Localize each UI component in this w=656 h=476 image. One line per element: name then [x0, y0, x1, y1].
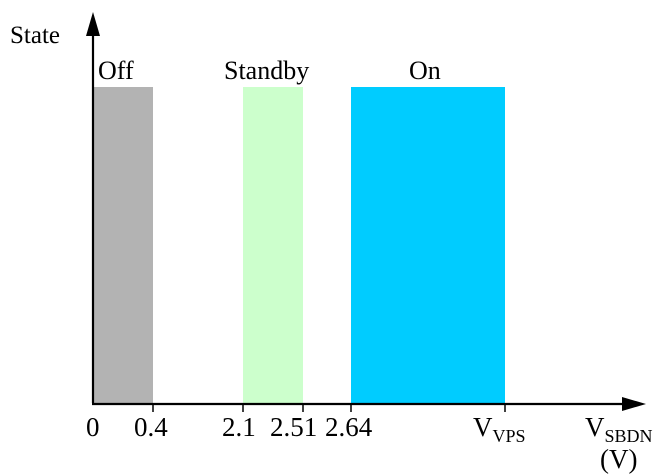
tick-label-vvps-sub: VPS [493, 426, 526, 446]
x-axis-unit: (V) [600, 444, 637, 474]
tick-label-vvps: VVPS [473, 412, 526, 446]
state-label-on: On [409, 56, 441, 85]
state-label-off: Off [98, 56, 134, 85]
x-axis-label: VSBDN [585, 412, 653, 446]
x-axis-label-main: V [585, 412, 605, 442]
off-bar [94, 87, 153, 403]
y-axis-arrow [86, 12, 100, 36]
tick-label-2.51: 2.51 [270, 412, 317, 442]
x-axis-arrow [622, 397, 646, 411]
on-bar [351, 87, 505, 403]
tick-label-2.1: 2.1 [222, 412, 256, 442]
tick-label-0: 0 [86, 412, 100, 442]
tick-label-vvps-main: V [473, 412, 493, 442]
x-axis-label-sub: SBDN [605, 426, 653, 446]
standby-bar [243, 87, 303, 403]
tick-label-0.4: 0.4 [134, 412, 168, 442]
y-axis-label: State [10, 22, 60, 49]
tick-label-2.64: 2.64 [325, 412, 373, 442]
state-label-standby: Standby [224, 56, 309, 85]
